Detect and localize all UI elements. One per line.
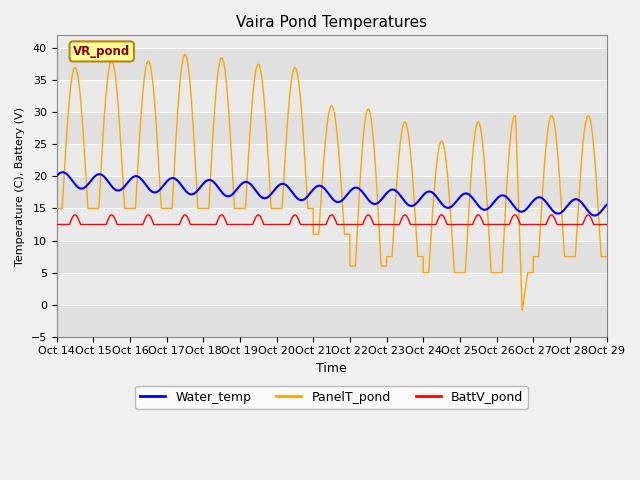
X-axis label: Time: Time bbox=[316, 362, 347, 375]
Bar bbox=[57, 305, 607, 337]
Bar bbox=[57, 273, 607, 305]
Bar bbox=[57, 112, 607, 144]
Bar bbox=[57, 177, 607, 208]
Bar bbox=[57, 144, 607, 177]
Bar bbox=[57, 208, 607, 240]
Bar bbox=[57, 16, 607, 48]
Bar bbox=[57, 240, 607, 273]
Bar bbox=[57, 48, 607, 80]
Bar bbox=[57, 80, 607, 112]
Legend: Water_temp, PanelT_pond, BattV_pond: Water_temp, PanelT_pond, BattV_pond bbox=[135, 386, 528, 409]
Text: VR_pond: VR_pond bbox=[73, 45, 131, 58]
Y-axis label: Temperature (C), Battery (V): Temperature (C), Battery (V) bbox=[15, 107, 25, 265]
Title: Vaira Pond Temperatures: Vaira Pond Temperatures bbox=[236, 15, 427, 30]
